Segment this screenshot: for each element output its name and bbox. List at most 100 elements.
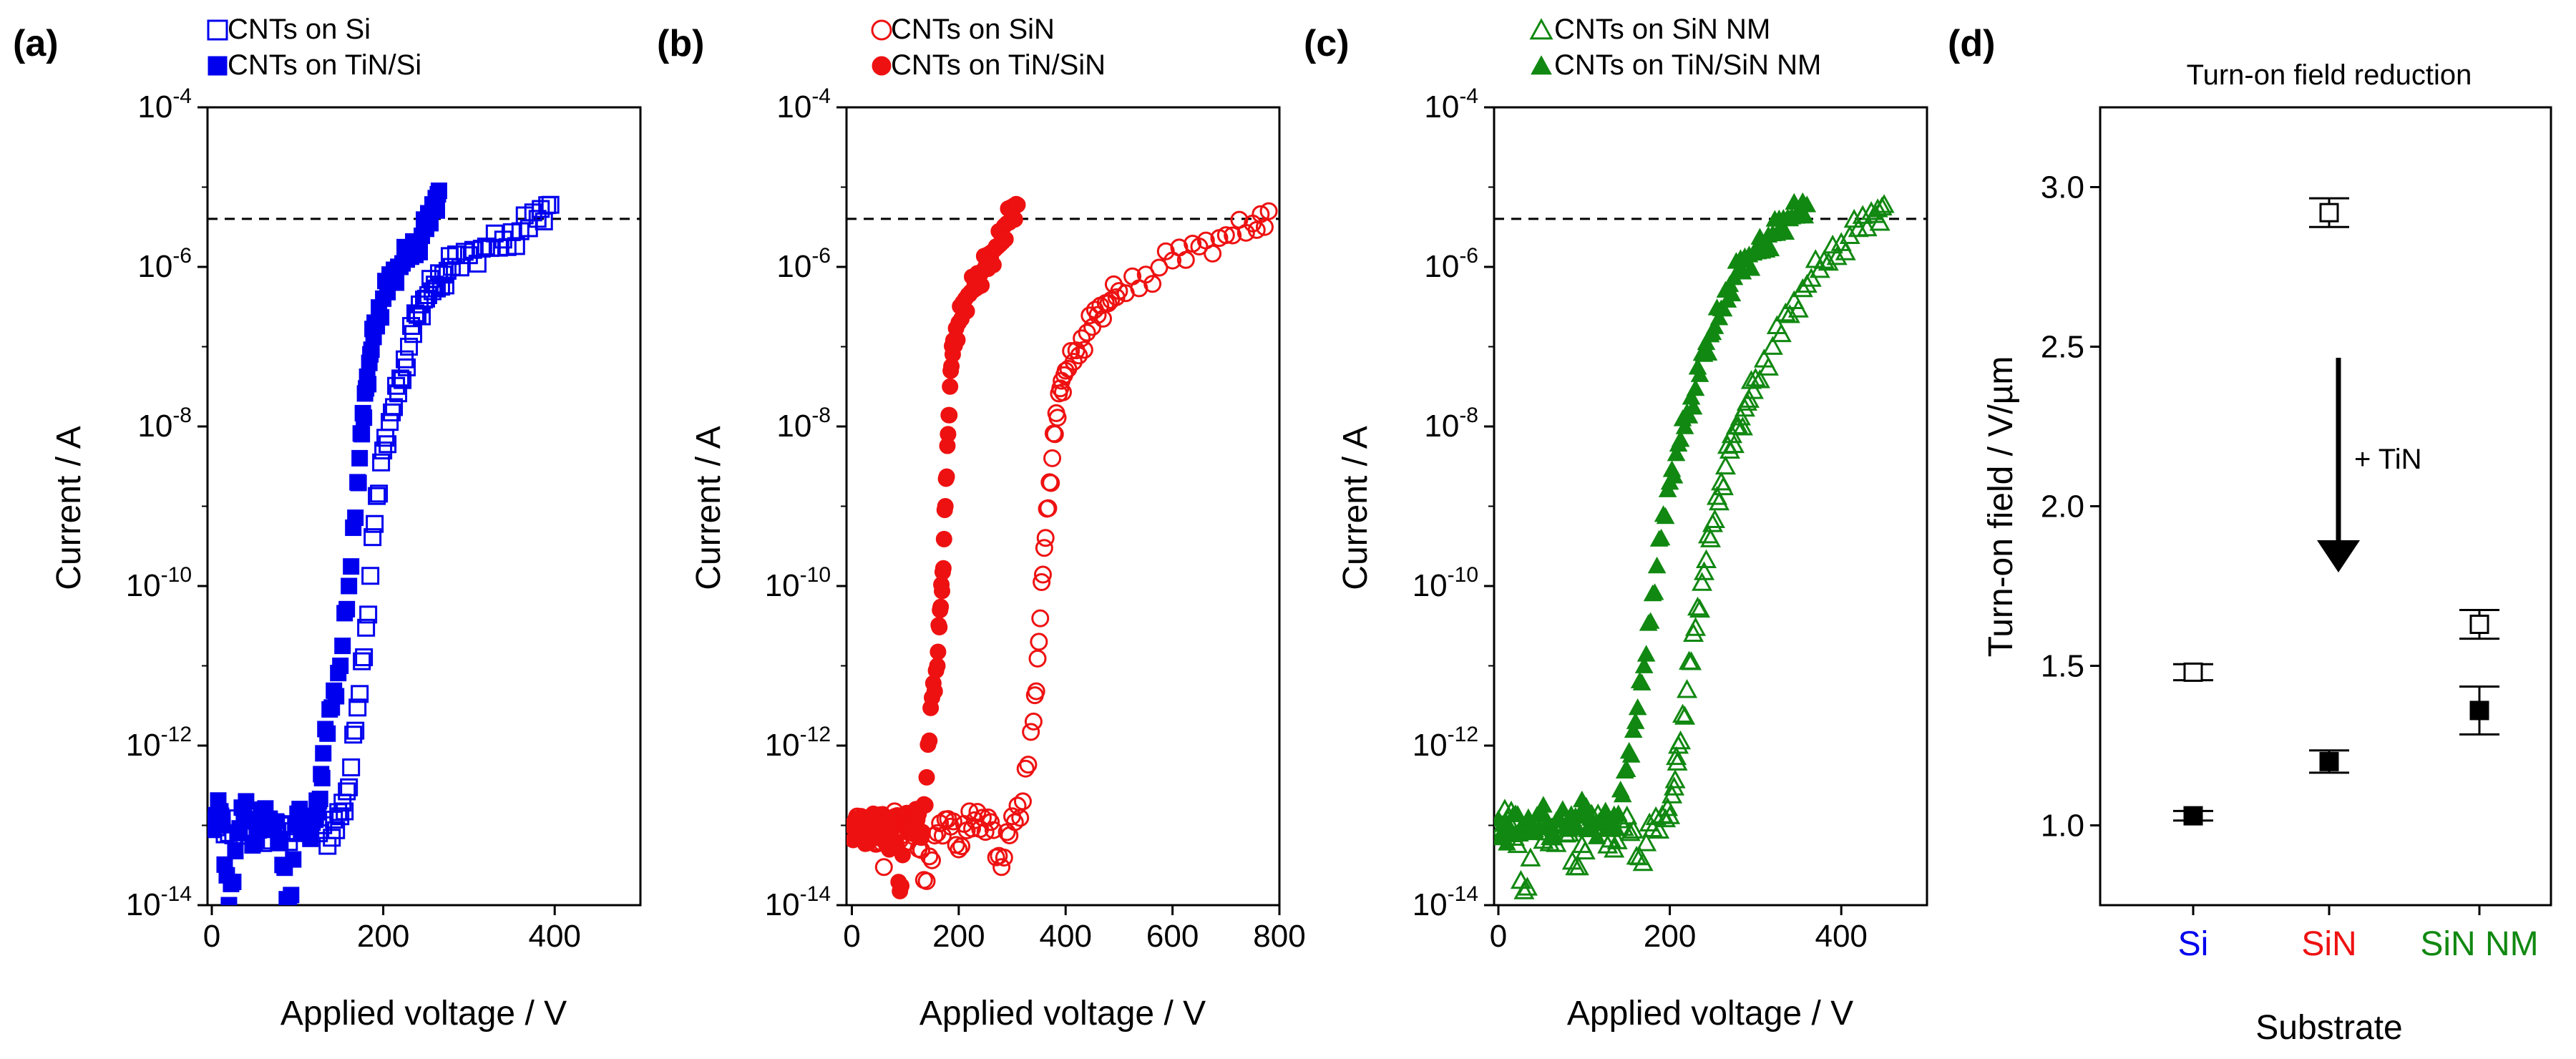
data-point — [1016, 759, 1035, 778]
panel-d-title: Turn-on field reduction — [2187, 59, 2472, 91]
data-point — [917, 872, 936, 890]
data-point — [1645, 583, 1664, 600]
x-tick-label: 0 — [843, 919, 860, 954]
x-tick-label: 200 — [1644, 919, 1696, 954]
data-point — [398, 358, 416, 376]
data-point — [1652, 528, 1671, 546]
data-point — [1822, 234, 1843, 254]
data-point — [937, 498, 954, 514]
y-tick-label: 2.0 — [2041, 489, 2084, 524]
series-open — [1494, 194, 1895, 899]
data-point — [2183, 806, 2203, 826]
panel-a-xlabel: Applied voltage / V — [280, 995, 567, 1033]
data-point — [1826, 245, 1848, 265]
x-category-label: SiN NM — [2420, 925, 2538, 963]
data-point — [1684, 398, 1703, 415]
data-point — [940, 426, 957, 443]
data-point — [931, 619, 948, 636]
data-point — [1645, 806, 1667, 826]
data-point — [1667, 751, 1688, 771]
data-point — [1078, 323, 1096, 342]
data-point — [356, 409, 373, 426]
data-point — [949, 331, 966, 348]
data-point — [874, 858, 893, 877]
y-tick-label: 10-6 — [776, 244, 831, 284]
panel-b-axes: 0 200 400 600 800 10-14 10-12 10-10 10-8 10-6 10-4 — [765, 84, 1306, 954]
data-point — [968, 803, 987, 821]
data-point — [1143, 275, 1162, 293]
data-point — [938, 468, 955, 485]
data-point — [1708, 491, 1730, 511]
data-point — [350, 474, 367, 492]
data-point — [1039, 499, 1058, 517]
series-filled — [1494, 192, 1817, 851]
data-point — [1574, 840, 1596, 860]
data-point — [225, 873, 242, 890]
panel-d-annotation: + TiN — [2354, 444, 2421, 475]
data-point — [2469, 615, 2489, 635]
panel-b: (b) CNTs on SiN CNTs on TiN/SiN 0 200 400 6… — [657, 14, 1306, 1033]
data-point — [1818, 251, 1839, 271]
data-point — [1064, 353, 1083, 371]
data-point — [1628, 698, 1647, 716]
panel-a: (a) CNTs on Si CNTs on TiN/Si 0 200 400 10-… — [13, 14, 642, 1033]
data-point — [918, 768, 935, 786]
data-point — [1776, 223, 1795, 240]
data-point — [1204, 244, 1222, 263]
panel-d-label: (d) — [1948, 23, 1995, 64]
data-point — [1617, 760, 1636, 777]
data-point — [1670, 730, 1692, 750]
data-point — [383, 403, 401, 421]
data-point — [929, 658, 946, 674]
legend-marker — [208, 56, 228, 76]
data-point — [2319, 751, 2339, 771]
data-point — [1019, 756, 1038, 774]
data-point — [430, 182, 447, 200]
data-point — [347, 509, 364, 527]
y-tick-label: 10-10 — [126, 563, 192, 603]
data-point — [1679, 406, 1699, 424]
data-point — [935, 530, 952, 547]
panel-c-label: (c) — [1304, 23, 1350, 64]
data-point — [1686, 379, 1705, 396]
data-point — [1690, 365, 1709, 382]
data-point — [1712, 476, 1735, 496]
data-point — [368, 487, 386, 505]
panel-b-label: (b) — [657, 23, 704, 64]
data-point — [1749, 369, 1770, 389]
y-tick-label: 1.5 — [2041, 649, 2084, 684]
y-tick-label: 10-14 — [126, 882, 192, 922]
data-point — [1619, 821, 1641, 841]
data-point — [351, 685, 369, 703]
data-point — [1613, 785, 1632, 803]
data-point — [344, 726, 363, 744]
data-point — [1664, 769, 1686, 789]
x-tick-label: 0 — [203, 919, 220, 954]
data-point — [952, 837, 971, 856]
data-point — [311, 791, 328, 808]
data-point — [1770, 323, 1792, 343]
data-point — [944, 812, 962, 831]
panel-a-legend-filled-label: CNTs on TiN/Si — [228, 49, 421, 81]
data-point — [1568, 856, 1589, 876]
data-point — [1761, 239, 1780, 257]
y-tick-label: 10-8 — [776, 404, 831, 444]
data-point — [1621, 746, 1641, 763]
data-point — [1054, 383, 1072, 401]
data-point — [1028, 649, 1047, 668]
data-point — [1757, 356, 1779, 376]
data-point — [982, 813, 1000, 831]
data-point — [1835, 241, 1856, 260]
data-point — [334, 638, 351, 655]
data-point — [379, 435, 397, 454]
y-tick-label: 10-14 — [1413, 882, 1478, 922]
series-open — [847, 202, 1278, 890]
data-point — [1699, 528, 1722, 547]
data-point — [923, 851, 942, 869]
x-tick-label: 0 — [1490, 919, 1507, 954]
legend-marker — [1529, 18, 1553, 40]
data-point — [340, 778, 358, 796]
data-point — [1704, 509, 1726, 528]
panel-c-legend — [1529, 18, 1553, 75]
